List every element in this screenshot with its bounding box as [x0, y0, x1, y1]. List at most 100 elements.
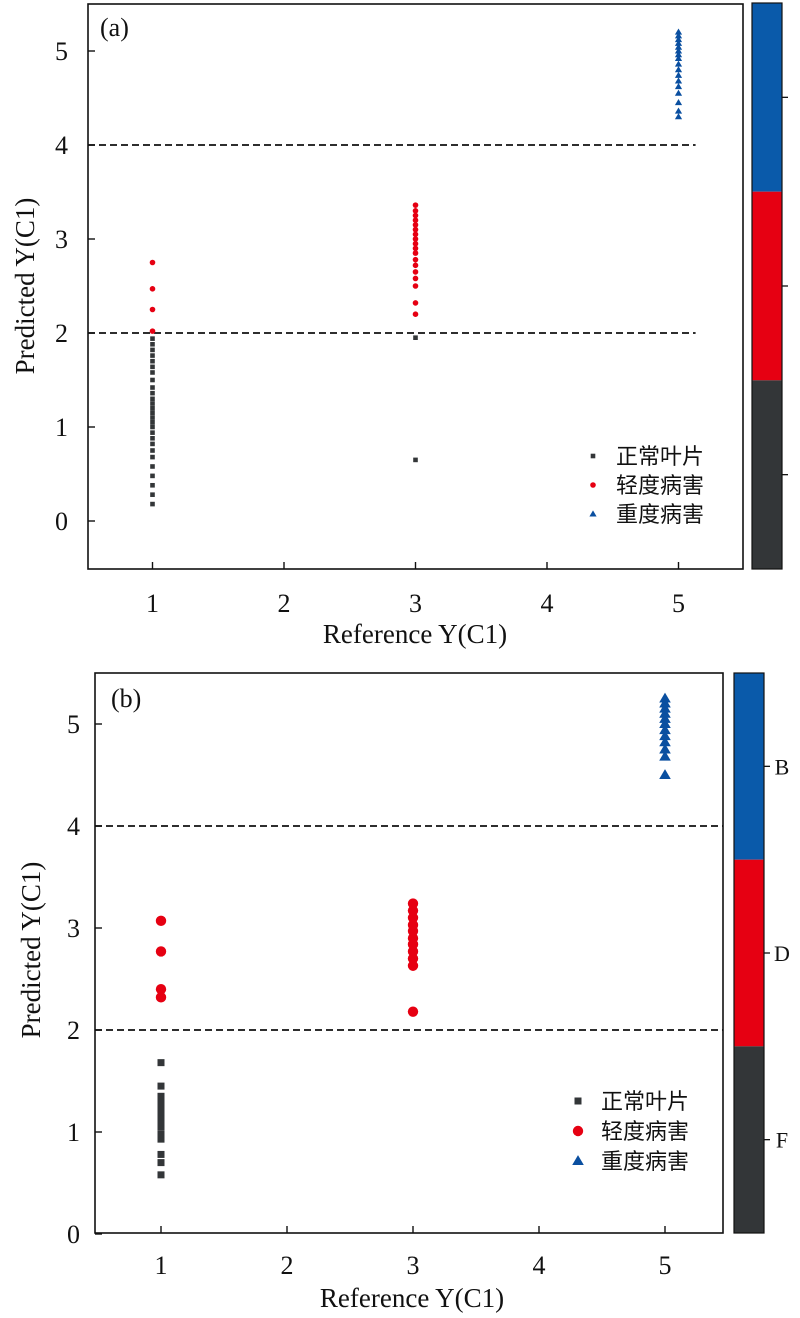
data-point-b-0-4 — [157, 1130, 165, 1138]
data-point-b-2-8 — [659, 707, 671, 718]
data-point-b-0-5 — [157, 1123, 165, 1131]
legend-label-b-1: 轻度病害 — [601, 1120, 689, 1145]
data-point-a-0-8 — [150, 435, 155, 441]
data-point-b-2-3 — [659, 736, 671, 747]
legend-label-a-0: 正常叶片 — [616, 445, 704, 470]
data-point-a-0-27 — [413, 457, 418, 463]
colorbar-segment-b-1 — [734, 859, 764, 1047]
data-point-b-2-9 — [659, 702, 671, 713]
data-point-b-1-5 — [407, 960, 419, 971]
legend-marker-a-2 — [589, 510, 597, 517]
data-point-b-1-6 — [407, 953, 419, 964]
x-tick-label-a-0: 1 — [146, 589, 159, 618]
legend-marker-a-0 — [590, 453, 596, 459]
x-tick-label-a-2: 3 — [409, 589, 422, 618]
y-axis-b: 0 1 2 3 4 5 — [67, 710, 102, 1249]
data-point-a-0-13 — [150, 410, 155, 416]
data-point-a-2-14 — [674, 36, 683, 43]
data-point-a-0-20 — [150, 370, 155, 375]
data-points-b — [155, 692, 671, 1179]
x-tick-label-a-1: 2 — [278, 589, 291, 618]
legend-marker-a-1 — [590, 482, 596, 488]
colorbar-label-b-2: F — [776, 1128, 788, 1153]
data-point-a-0-16 — [150, 396, 155, 402]
data-point-a-0-26 — [150, 336, 155, 341]
data-point-a-1-11 — [412, 250, 419, 256]
colorbar-frame-a — [751, 2, 783, 570]
data-point-a-1-4 — [412, 311, 419, 318]
data-point-a-1-16 — [412, 226, 419, 233]
data-point-a-1-13 — [412, 240, 419, 247]
legend-marker-b-2 — [572, 1155, 584, 1165]
data-point-a-1-20 — [412, 208, 419, 214]
data-point-a-0-28 — [413, 335, 418, 340]
data-point-b-0-6 — [157, 1118, 165, 1126]
y-tick-label-b-2: 2 — [67, 1016, 80, 1045]
data-point-a-1-19 — [412, 212, 419, 219]
colorbar-b: B D F — [733, 672, 790, 1234]
legend-marker-b-1 — [572, 1125, 584, 1137]
legend-label-a-2: 重度病害 — [616, 503, 704, 528]
data-point-a-1-10 — [412, 256, 419, 263]
colorbar-label-b-1: D — [774, 941, 790, 966]
data-point-a-1-5 — [412, 300, 419, 306]
y-tick-label-a-0: 0 — [55, 507, 68, 536]
data-point-a-2-13 — [674, 39, 683, 46]
data-point-b-1-11 — [407, 919, 419, 931]
data-point-a-2-16 — [674, 28, 683, 35]
data-point-b-0-12 — [157, 1082, 165, 1090]
data-point-a-1-3 — [149, 259, 156, 266]
data-point-a-0-1 — [150, 492, 155, 497]
data-point-a-1-21 — [412, 202, 419, 208]
x-axis-b: 1 2 3 4 5 — [155, 1226, 672, 1280]
data-point-a-0-15 — [150, 401, 155, 406]
x-axis-a: 1 2 3 4 5 — [146, 562, 685, 618]
y-tick-label-b-0: 0 — [67, 1220, 80, 1249]
data-point-a-0-18 — [150, 385, 155, 390]
y-axis-title-a: Predicted Y(C1) — [10, 198, 40, 375]
legend-label-a-1: 轻度病害 — [616, 474, 704, 499]
colorbar-segment-b-0 — [734, 673, 764, 860]
data-point-b-1-0 — [155, 992, 167, 1003]
data-point-a-0-3 — [150, 473, 155, 479]
data-point-b-1-7 — [407, 946, 419, 957]
y-axis-a: 0 1 2 3 4 5 — [55, 37, 95, 536]
data-points-a — [149, 28, 683, 507]
data-point-a-0-0 — [150, 501, 155, 507]
x-tick-label-b-2: 3 — [407, 1251, 420, 1280]
data-point-b-2-6 — [659, 718, 671, 728]
x-tick-label-a-3: 4 — [541, 589, 554, 618]
data-point-a-1-17 — [412, 222, 419, 228]
colorbar-label-b-0: B — [775, 754, 790, 779]
data-point-a-1-6 — [412, 283, 419, 289]
data-point-b-2-2 — [659, 743, 671, 754]
data-point-a-0-6 — [150, 448, 155, 453]
data-point-a-1-1 — [149, 306, 156, 313]
data-point-a-0-14 — [150, 405, 155, 411]
data-point-b-2-11 — [659, 692, 671, 703]
data-point-b-2-4 — [659, 730, 671, 741]
data-point-a-2-11 — [674, 47, 683, 54]
data-point-a-1-15 — [412, 231, 419, 238]
y-tick-label-b-4: 4 — [67, 812, 80, 841]
legend-label-b-0: 正常叶片 — [601, 1090, 689, 1115]
data-point-a-0-4 — [150, 464, 155, 469]
y-tick-label-a-4: 4 — [55, 131, 68, 160]
data-point-b-0-10 — [157, 1097, 165, 1105]
data-point-a-0-10 — [150, 424, 155, 430]
data-point-b-0-13 — [157, 1059, 165, 1067]
y-tick-label-b-1: 1 — [67, 1118, 80, 1147]
y-tick-label-a-3: 3 — [55, 225, 68, 254]
data-point-a-2-12 — [674, 43, 683, 50]
data-point-a-2-1 — [674, 107, 683, 114]
data-point-b-1-4 — [407, 1006, 419, 1017]
data-point-b-2-1 — [659, 750, 671, 761]
data-point-b-2-10 — [659, 697, 671, 708]
data-point-a-1-7 — [412, 275, 419, 282]
data-point-a-2-4 — [674, 83, 683, 90]
data-point-b-0-1 — [157, 1159, 165, 1167]
data-point-a-0-17 — [150, 390, 155, 396]
